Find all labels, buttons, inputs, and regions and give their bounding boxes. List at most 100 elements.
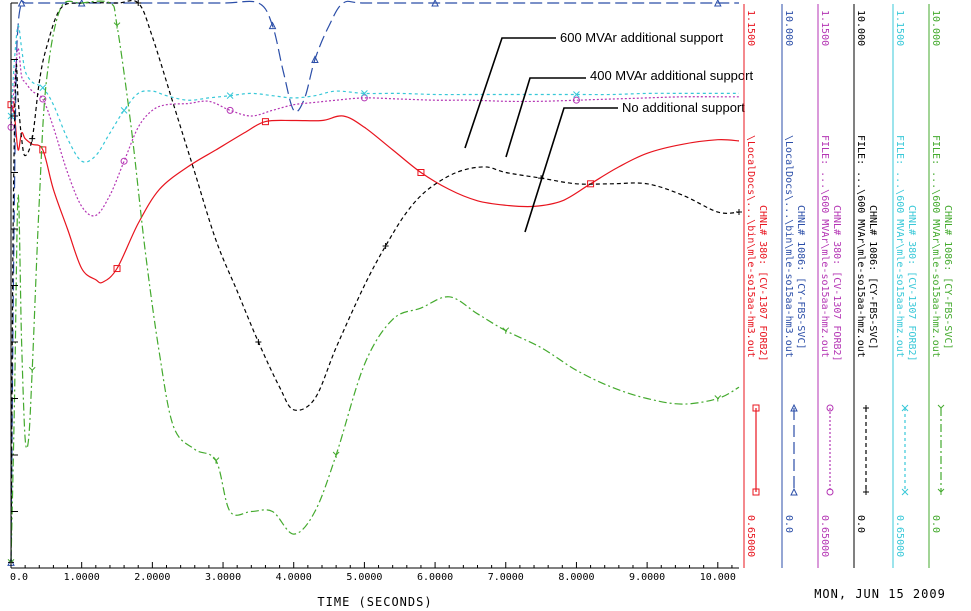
data-point [736, 209, 742, 216]
legend-max: 1.1500 [745, 10, 756, 46]
legend-marker [863, 405, 869, 411]
series-line-5 [10, 24, 739, 163]
x-axis-title: TIME (SECONDS) [317, 595, 432, 609]
legend-file: \LocalDocs\...\bin\mle-so15aa-hm3.out [783, 135, 794, 358]
legend-max: 10.000 [855, 10, 866, 46]
legend-column-6: 10.000 FILE: ...\600 MVAr\mle-so15aa-hmz.… [928, 4, 953, 568]
data-point [713, 0, 722, 7]
legend-max: 1.1500 [894, 10, 905, 46]
data-point [268, 21, 277, 30]
legend-file: FILE: ...\600 MVAr\mle-so15aa-hmz.out [894, 135, 905, 358]
legend-min: 0.65000 [819, 515, 830, 557]
plot-frame [10, 3, 739, 569]
legend-column-2: 10.000 \LocalDocs\...\bin\mle-so15aa-hm3.… [781, 4, 806, 568]
legend-min: 0.65000 [745, 515, 756, 557]
legend-file: FILE: ...\600 MVAr\mle-so15aa-hmz.out [930, 135, 941, 358]
data-point [17, 0, 26, 7]
data-point [28, 366, 36, 374]
x-tick-label: 0.0 [10, 572, 28, 583]
data-point [417, 169, 425, 176]
annotation-leader [524, 107, 618, 233]
data-point [255, 339, 262, 345]
data-point [39, 146, 47, 154]
legend-channel: CHNL# 1086: [CY-FBS-SVC] [867, 205, 878, 350]
data-point [311, 55, 319, 63]
data-point [382, 242, 389, 249]
x-tick-label: 8.0000 [558, 572, 594, 583]
legend-marker [901, 404, 909, 412]
annotation-label: 600 MVAr additional support [560, 30, 723, 45]
legend-marker [901, 488, 909, 496]
legend-column-4: 10.000 FILE: ...\600 MVAr\mle-so15aa-hmz.… [853, 4, 878, 568]
series-2 [7, 0, 739, 566]
annotation-label: 400 MVAr additional support [590, 68, 753, 83]
legend-marker [863, 489, 869, 495]
series-layer [7, 0, 742, 566]
legend-channel: CHNL# 380: [CV-1307 FORB2] [906, 205, 917, 362]
x-tick-label: 5.0000 [346, 572, 382, 583]
x-tick-label: 10.000 [700, 572, 736, 583]
legend-min: 0.0 [930, 515, 941, 533]
data-point [261, 118, 269, 126]
data-point [113, 22, 121, 29]
x-axis: 0.0 1.0000 2.0000 3.0000 4.0000 5.0000 6.0000 7… [10, 562, 736, 583]
legend-channel: CHNL# 380: [CV-1307 FORB2] [831, 205, 842, 362]
annotation-label: No additional support [622, 100, 745, 115]
legend-file: FILE: ...\600 MVAr\mle-so15aa-hmz.out [855, 135, 866, 358]
y-axis-ticks [11, 2, 18, 569]
data-point [360, 94, 368, 102]
legend-min: 0.0 [783, 515, 794, 533]
data-point [332, 451, 340, 458]
series-4 [8, 0, 742, 566]
legend-column-1: 1.1500 \LocalDocs\...\bin\mle-so15aa-hm3.… [743, 4, 768, 568]
x-tick-label: 4.0000 [276, 572, 312, 583]
data-point [573, 91, 580, 98]
legend-marker [752, 404, 760, 412]
legend-marker [752, 488, 760, 496]
data-point [226, 92, 234, 100]
data-point [39, 95, 47, 103]
annotations: 600 MVAr additional support 400 MVAr addi… [464, 30, 753, 233]
legend-file: FILE: ...\600 MVAr\mle-so15aa-hmz.out [819, 135, 830, 358]
legend-marker [937, 488, 945, 495]
series-line-1 [10, 104, 740, 284]
legend-max: 1.1500 [819, 10, 830, 46]
data-point [29, 135, 36, 142]
legend-channel: CHNL# 380: [CV-1307 FORB2] [757, 205, 768, 362]
series-line-4 [10, 0, 740, 563]
legend-marker [826, 404, 834, 412]
series-6 [7, 0, 740, 566]
data-point [714, 395, 722, 402]
x-tick-label: 3.0000 [205, 572, 241, 583]
legend-marker [790, 403, 798, 412]
x-tick-label: 9.0000 [629, 572, 665, 583]
legend-marker [937, 404, 945, 411]
series-line-2 [10, 0, 739, 563]
x-tick-label: 2.0000 [134, 572, 170, 583]
legend-column-3: 1.1500 FILE: ...\600 MVAr\mle-so15aa-hmz.… [817, 4, 842, 568]
data-point [39, 84, 47, 92]
annotation-leader [464, 37, 556, 149]
legend-min: 0.65000 [894, 515, 905, 557]
legend-columns: 1.1500 \LocalDocs\...\bin\mle-so15aa-hm3.… [743, 4, 953, 568]
legend-marker [826, 488, 834, 496]
data-point [113, 265, 121, 273]
x-tick-label: 1.0000 [64, 572, 100, 583]
data-point [120, 106, 128, 114]
series-5 [7, 24, 739, 163]
legend-max: 10.000 [930, 10, 941, 46]
data-point [431, 0, 439, 7]
series-1 [7, 101, 740, 284]
series-line-6 [10, 0, 740, 563]
legend-marker [790, 487, 798, 496]
data-point [120, 157, 128, 165]
legend-channel: CHNL# 1086: [CY-FBS-SVC] [795, 205, 806, 350]
legend-max: 10.000 [783, 10, 794, 46]
data-point [212, 457, 220, 464]
x-tick-label: 6.0000 [417, 572, 453, 583]
x-tick-label: 7.0000 [488, 572, 524, 583]
data-point [502, 327, 510, 334]
data-point [587, 180, 595, 188]
data-point [361, 90, 368, 97]
